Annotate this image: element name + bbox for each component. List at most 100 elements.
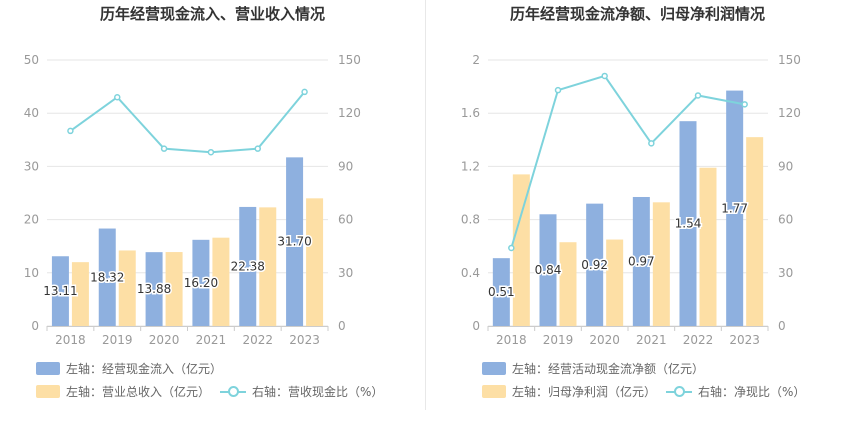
- y-right-tick-label: 30: [778, 266, 793, 280]
- legend-row-2: 左轴：归母净利润（亿元） 右轴：净现比（%）: [482, 382, 815, 400]
- x-tick-label: 2022: [683, 333, 714, 347]
- x-tick-label: 2019: [102, 333, 133, 347]
- legend-row-2: 左轴：营业总收入（亿元） 右轴：营收现金比（%）: [36, 382, 393, 400]
- line-point: [67, 127, 74, 135]
- legend-label: 右轴：净现比（%）: [698, 384, 806, 399]
- x-tick-label: 2019: [543, 333, 574, 347]
- legend-item-bar2[interactable]: 左轴：归母净利润（亿元）: [482, 383, 656, 400]
- chart-plot-area: 0 0 10 30 20 60 30 90 40 120 50 150 2018 2019 2020 2021…: [24, 53, 361, 347]
- bar-series-1: [239, 206, 257, 326]
- y-left-tick-label: 2: [472, 53, 480, 67]
- line-point: [254, 145, 261, 152]
- legend-item-line[interactable]: 右轴：净现比（%）: [666, 383, 805, 400]
- x-tick-label: 2021: [196, 333, 227, 347]
- y-right-tick-label: 60: [338, 213, 353, 227]
- legend-label: 右轴：营收现金比（%）: [252, 384, 384, 399]
- legend-swatch-blue: [482, 361, 506, 375]
- chart-title: 历年经营现金流入、营业收入情况: [99, 5, 325, 23]
- y-left-tick-label: 1.6: [461, 106, 480, 120]
- legend-swatch-orange: [36, 384, 60, 398]
- chart-panel-right: 历年经营现金流净额、归母净利润情况 0 0 0.4 30 0.8 60 1.2 90 1.6 12…: [425, 0, 850, 437]
- y-right-tick-label: 30: [338, 266, 353, 280]
- bar-series-1: [145, 252, 163, 326]
- legend-label: 左轴：经营现金流入（亿元）: [66, 361, 223, 376]
- bar-series-2: [306, 198, 324, 326]
- line-point: [601, 72, 608, 80]
- bar-series-2: [512, 174, 530, 326]
- line-point: [554, 86, 562, 94]
- y-left-tick-label: 0.4: [461, 266, 480, 280]
- bar-series-2: [71, 262, 89, 326]
- chart-plot-area: 0 0 0.4 30 0.8 60 1.2 90 1.6 120 2 150 2018 2019 2020 2…: [461, 53, 801, 347]
- legend-line-marker-icon: [666, 385, 693, 398]
- legend-label: 左轴：营业总收入（亿元）: [66, 384, 211, 399]
- line-point: [114, 93, 121, 101]
- bar-series-2: [165, 252, 183, 326]
- legend-item-line[interactable]: 右轴：营收现金比（%）: [220, 383, 383, 400]
- y-left-tick-label: 40: [24, 106, 39, 120]
- bar-series-1: [286, 157, 304, 326]
- bar-data-label: 0.84: [535, 263, 562, 277]
- bar-series-1: [539, 214, 557, 326]
- legend-swatch-orange: [482, 384, 506, 398]
- y-left-tick-label: 50: [24, 53, 39, 67]
- x-tick-label: 2018: [55, 333, 86, 347]
- bar-series-1: [192, 239, 210, 326]
- y-left-tick-label: 30: [24, 159, 39, 173]
- bar-series-2: [212, 237, 230, 326]
- line-point: [160, 145, 168, 152]
- line-point: [694, 92, 702, 99]
- y-right-tick-label: 120: [338, 106, 361, 120]
- y-left-tick-label: 20: [24, 213, 39, 227]
- bar-data-label: 0.51: [488, 285, 515, 299]
- bar-series-1: [632, 196, 650, 326]
- legend-item-bar2[interactable]: 左轴：营业总收入（亿元）: [36, 383, 210, 400]
- y-left-tick-label: 10: [24, 266, 39, 280]
- x-tick-label: 2021: [636, 333, 667, 347]
- chart-panel-left: 历年经营现金流入、营业收入情况 0 0 10 30 20 60 30 90 40 120 50 150…: [24, 5, 393, 400]
- bar-series-1: [726, 90, 744, 326]
- line-point: [301, 88, 308, 96]
- x-tick-label: 2020: [149, 333, 180, 347]
- bar-data-label: 1.77: [721, 201, 748, 215]
- bar-series-1: [98, 228, 116, 326]
- bar-data-label: 18.32: [90, 270, 124, 284]
- bar-series-2: [699, 167, 717, 326]
- bar-data-label: 0.97: [628, 254, 655, 268]
- y-right-tick-label: 90: [338, 159, 353, 173]
- line-point: [648, 140, 655, 147]
- y-left-tick-label: 1.2: [461, 159, 480, 173]
- bar-series-2: [606, 239, 624, 326]
- bar-data-label: 0.92: [581, 258, 608, 272]
- y-right-tick-label: 150: [778, 53, 801, 67]
- bar-series-1: [586, 203, 604, 326]
- panel-divider: [425, 0, 426, 410]
- bar-data-label: 1.54: [675, 217, 702, 231]
- y-right-tick-label: 0: [778, 319, 786, 333]
- line-point: [508, 244, 515, 252]
- legend-item-bar1[interactable]: 左轴：经营活动现金流净额（亿元）: [482, 360, 704, 377]
- bar-data-label: 13.88: [137, 282, 171, 296]
- line-series-ratio: [69, 91, 306, 154]
- legend-row-1: 左轴：经营现金流入（亿元）: [36, 359, 232, 377]
- x-tick-label: 2018: [496, 333, 527, 347]
- bar-data-label: 22.38: [231, 259, 265, 273]
- y-left-tick-label: 0: [31, 319, 39, 333]
- bar-series-1: [51, 256, 69, 326]
- x-tick-label: 2020: [589, 333, 620, 347]
- legend-swatch-blue: [36, 361, 60, 375]
- y-right-tick-label: 90: [778, 159, 793, 173]
- bar-series-2: [746, 137, 764, 326]
- legend-item-bar1[interactable]: 左轴：经营现金流入（亿元）: [36, 360, 222, 377]
- bar-data-label: 13.11: [43, 284, 77, 298]
- legend-line-marker-icon: [220, 385, 247, 398]
- legend-label: 左轴：归母净利润（亿元）: [512, 384, 657, 399]
- bar-series-1: [679, 121, 697, 327]
- legend-label: 左轴：经营活动现金流净额（亿元）: [512, 361, 705, 376]
- y-left-tick-label: 0: [472, 319, 480, 333]
- x-tick-label: 2023: [729, 333, 760, 347]
- bar-series-2: [259, 207, 277, 326]
- y-right-tick-label: 120: [778, 106, 801, 120]
- line-point: [207, 148, 215, 156]
- legend-row-1: 左轴：经营活动现金流净额（亿元）: [482, 359, 714, 377]
